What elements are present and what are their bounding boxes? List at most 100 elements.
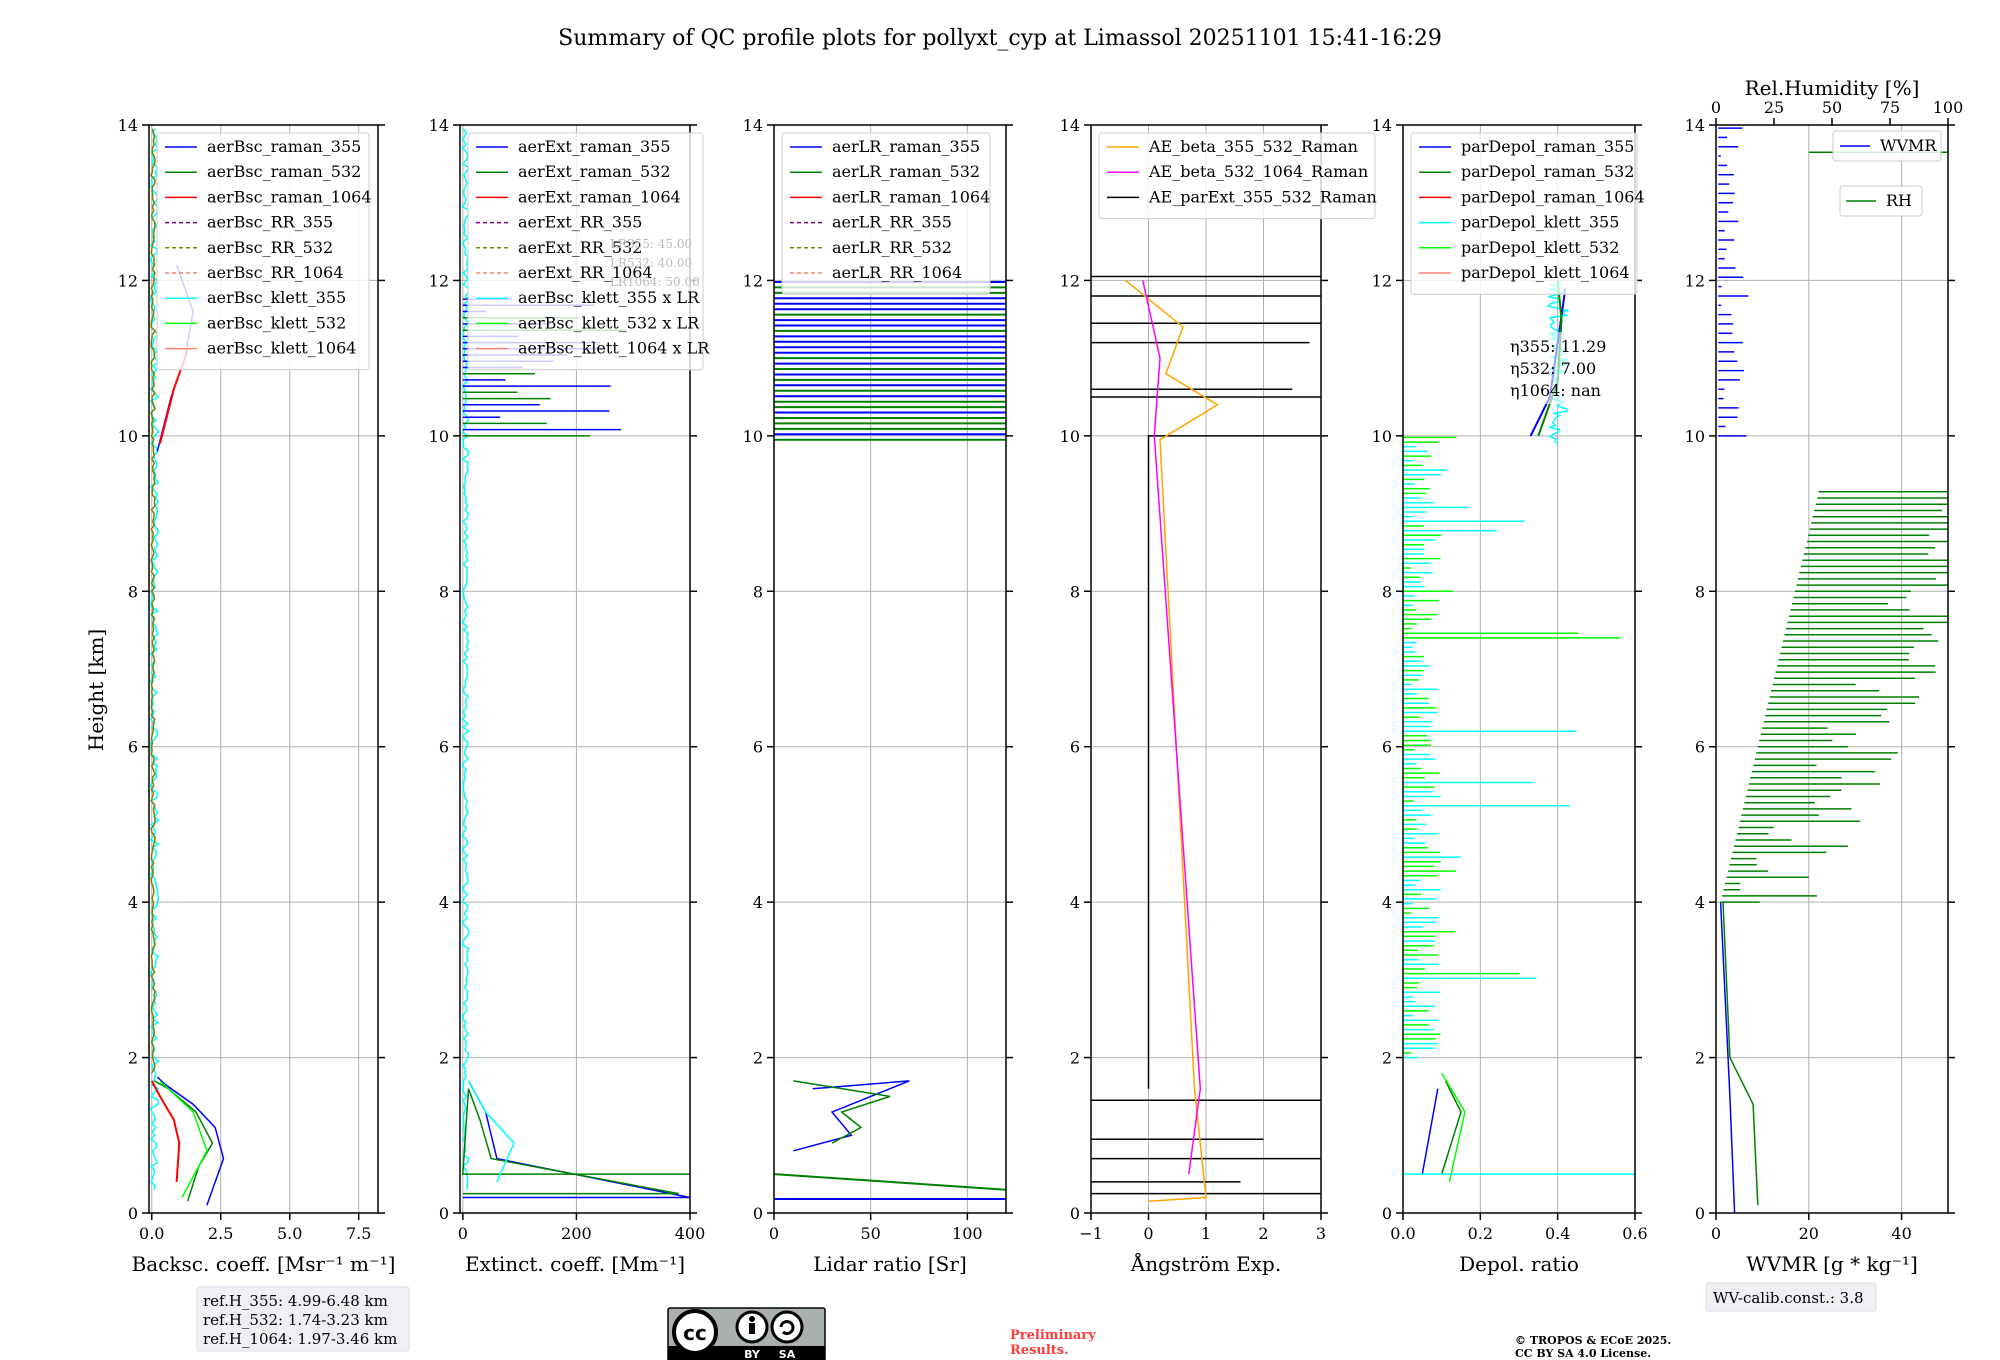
data-lines (1718, 127, 1948, 1214)
axes-frame (148, 124, 379, 1214)
series-klett-x-lr-low (467, 1080, 515, 1183)
y-tick-label: 14 (429, 116, 449, 135)
legend-label: aerExt_raman_355 (518, 137, 671, 156)
legend-label: AE_beta_355_532_Raman (1148, 137, 1358, 156)
series-aerLR_raman_355 (793, 1080, 910, 1152)
y-tick-label: 6 (128, 738, 138, 757)
x-tick-label: 0.6 (1622, 1224, 1647, 1243)
figure-title: Summary of QC profile plots for pollyxt_… (558, 26, 1442, 51)
cc-by-label: BY (744, 1348, 761, 1360)
legend-label: aerExt_RR_355 (518, 213, 642, 232)
y-tick-label: 0 (128, 1204, 138, 1223)
legend-label: aerLR_RR_532 (832, 238, 952, 257)
x-tick-label: −1 (1079, 1224, 1103, 1243)
series-WVMR (1719, 902, 1736, 1214)
axes-frame (773, 124, 1007, 1214)
copyright-line1: © TROPOS & ECoE 2025. (1515, 1334, 1671, 1347)
eta-value: η532: 7.00 (1510, 359, 1596, 378)
y-tick-label: 0 (753, 1204, 763, 1223)
legend: WVMR RH (1832, 130, 1942, 217)
legend: aerBsc_raman_355 aerBsc_raman_532 aerBsc_r… (156, 132, 372, 371)
series-parDepol_raman_532 (1440, 1080, 1462, 1175)
series-aerBsc_raman_1064 (150, 1080, 181, 1182)
x-axis-label: WVMR [g * kg⁻¹] (1746, 1252, 1918, 1276)
lr-note: LR532: 40.00 (610, 256, 692, 270)
y-tick-label: 10 (743, 427, 763, 446)
x-tick-label: 0 (769, 1224, 779, 1243)
legend-box (781, 132, 991, 295)
y-tick-label: 4 (1382, 893, 1392, 912)
legend-label: aerBsc_klett_532 x LR (518, 313, 700, 332)
y-tick-label: 8 (128, 582, 138, 601)
legend-label: aerLR_raman_355 (832, 137, 980, 156)
legend-label: aerLR_RR_1064 (832, 263, 962, 282)
y-tick-label: 6 (753, 738, 763, 757)
y-tick-label: 12 (118, 271, 138, 290)
x-tick-label: 0.2 (1468, 1224, 1493, 1243)
data-lines (1403, 280, 1635, 1183)
legend-box-wvmr (1832, 130, 1942, 162)
panel-wvmr: 0 2 4 6 8 10 12 14 0 20 40 WVMR [g * kg⁻¹] 0 25 50 75 10… (1685, 76, 1964, 1276)
legend-label: aerBsc_klett_1064 (207, 339, 356, 358)
x-tick-label: 5.0 (277, 1224, 302, 1243)
top-tick-label: 75 (1880, 98, 1900, 117)
y-tick-label: 8 (1070, 582, 1080, 601)
top-tick-label: 50 (1822, 98, 1842, 117)
x-tick-label: 40 (1891, 1224, 1911, 1243)
series-aerLR-low2 (773, 1173, 1007, 1191)
y-tick-label: 4 (1070, 893, 1080, 912)
y-tick-label: 10 (1685, 427, 1705, 446)
legend-label: aerBsc_raman_532 (207, 162, 361, 181)
series-aerExt_raman_532 (461, 1088, 690, 1195)
x-axis-label: Backsc. coeff. [Msr⁻¹ m⁻¹] (132, 1252, 396, 1276)
x-axis-label: Depol. ratio (1459, 1252, 1579, 1276)
x-axis-label: Lidar ratio [Sr] (813, 1252, 967, 1276)
eta-value: η355: 11.29 (1510, 337, 1606, 356)
x-tick-label: 0 (458, 1224, 468, 1243)
series-aerLR_raman_532 (793, 1080, 891, 1144)
x-tick-label: 0.0 (1390, 1224, 1415, 1243)
axes-frame (459, 124, 691, 1214)
y-tick-label: 14 (1372, 116, 1392, 135)
legend-box-rh (1839, 185, 1923, 217)
lr-note: LR355: 45.00 (610, 237, 692, 251)
x-tick-label: 0.4 (1545, 1224, 1570, 1243)
legend-label: aerExt_RR_532 (518, 238, 642, 257)
y-tick-label: 8 (753, 582, 763, 601)
legend-label: parDepol_raman_355 (1461, 137, 1634, 156)
data-lines (773, 281, 1007, 1200)
y-tick-label: 0 (439, 1204, 449, 1223)
y-tick-label: 12 (1685, 271, 1705, 290)
y-tick-label: 2 (1382, 1049, 1392, 1068)
y-tick-label: 14 (743, 116, 763, 135)
wv-calib-box: WV-calib.const.: 3.8 (1705, 1282, 1877, 1312)
legend: AE_beta_355_532_Raman AE_beta_532_1064_Ra… (1098, 132, 1377, 220)
wv-calib-text: WV-calib.const.: 3.8 (1713, 1289, 1864, 1307)
cc-license-badge: cc BY SA (667, 1307, 826, 1360)
series-aerBsc_raman_355 (156, 1076, 225, 1206)
x-tick-label: 20 (1799, 1224, 1819, 1243)
panel-lidar_ratio: 0 2 4 6 8 10 12 14 0 50 100 Lidar ratio [Sr] aerLR_r… (743, 116, 1013, 1276)
lr-note: LR1064: 50.00 (610, 275, 700, 289)
legend-label: aerLR_RR_355 (832, 213, 952, 232)
legend-label: aerBsc_RR_1064 (207, 263, 343, 282)
y-tick-label: 12 (1372, 271, 1392, 290)
series-aerBsc_RR_532 (150, 128, 157, 1074)
y-tick-label: 14 (1060, 116, 1080, 135)
x-tick-label: 3 (1316, 1224, 1326, 1243)
x-tick-label: 200 (561, 1224, 592, 1243)
x-tick-label: 50 (860, 1224, 880, 1243)
legend-label: parDepol_raman_1064 (1461, 187, 1645, 206)
copyright-line2: CC BY SA 4.0 License. (1515, 1347, 1651, 1360)
y-tick-label: 10 (1372, 427, 1392, 446)
legend-label: parDepol_raman_532 (1461, 162, 1634, 181)
x-tick-label: 7.5 (346, 1224, 371, 1243)
ref-height-355: ref.H_355: 4.99-6.48 km (203, 1292, 388, 1310)
y-tick-label: 4 (128, 893, 138, 912)
legend-label: aerLR_raman_532 (832, 162, 980, 181)
legend-label: aerBsc_raman_355 (207, 137, 361, 156)
y-tick-label: 0 (1070, 1204, 1080, 1223)
ref-height-532: ref.H_532: 1.74-3.23 km (203, 1311, 388, 1329)
y-tick-label: 6 (1382, 738, 1392, 757)
